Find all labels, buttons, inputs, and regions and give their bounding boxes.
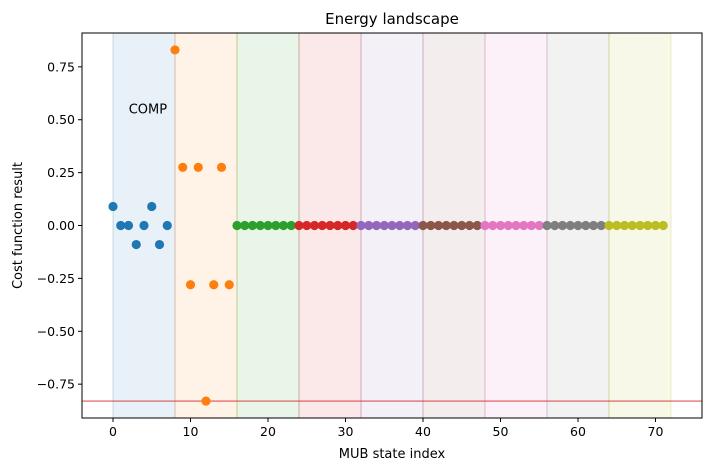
group-2-point — [286, 220, 296, 231]
group-3-point — [333, 220, 343, 231]
group-5-point — [449, 220, 459, 231]
group-8-point — [635, 220, 645, 231]
group-2-point — [271, 220, 281, 231]
x-tick-label: 60 — [570, 424, 586, 439]
group-6-point — [503, 220, 513, 231]
group-0-point — [162, 220, 172, 231]
group-8-point — [612, 220, 622, 231]
y-tick-label: −0.50 — [37, 324, 75, 339]
group-4-point — [410, 220, 420, 231]
group-7-point — [573, 220, 583, 231]
y-tick-label: 0.50 — [47, 112, 75, 127]
group-3-point — [348, 220, 358, 231]
group-8-point — [658, 220, 668, 231]
group-5-point — [426, 220, 436, 231]
group-8-point — [619, 220, 630, 231]
group-6-point — [511, 220, 521, 231]
x-tick-label: 50 — [493, 424, 509, 439]
group-2-point — [255, 220, 265, 231]
group-7-point — [588, 220, 599, 231]
comp-annotation: COMP — [129, 102, 168, 117]
group-1-point — [170, 45, 180, 55]
y-axis-label: Cost function result — [11, 162, 26, 289]
data-points — [108, 45, 668, 406]
group-7-point — [550, 220, 560, 231]
group-4-point — [371, 220, 382, 231]
group-0-point — [147, 201, 157, 212]
x-tick-label: 10 — [183, 424, 199, 439]
group-4-point — [364, 220, 374, 231]
band-1 — [174, 32, 238, 419]
group-5-point — [457, 220, 467, 231]
group-0-point — [139, 220, 149, 231]
group-3-point — [302, 220, 312, 231]
x-tick-label: 20 — [260, 424, 276, 439]
group-6-point — [519, 220, 529, 231]
group-4-point — [402, 220, 413, 231]
group-7-point — [565, 220, 575, 231]
group-8-point — [643, 220, 653, 231]
y-tick-label: −0.75 — [37, 377, 75, 392]
y-tick-label: 0.25 — [47, 165, 75, 180]
group-6-point — [480, 220, 490, 231]
y-tick-label: −0.25 — [37, 271, 75, 286]
group-2-point — [247, 220, 258, 231]
group-1-point — [178, 162, 188, 172]
group-3-point — [294, 220, 304, 231]
group-1-point — [185, 280, 196, 290]
x-tick-label: 30 — [338, 424, 354, 439]
y-tick-label: 0.00 — [47, 218, 75, 233]
group-4-point — [356, 220, 366, 231]
group-5-point — [433, 220, 444, 231]
group-5-point — [464, 220, 475, 231]
group-1-point — [224, 280, 234, 290]
x-axis-label: MUB state index — [339, 447, 446, 462]
chart-title: Energy landscape — [325, 10, 459, 28]
group-5-point — [472, 220, 482, 231]
group-7-point — [557, 220, 568, 231]
group-0-point — [154, 239, 165, 250]
x-tick-label: 40 — [415, 424, 431, 439]
group-1-point — [193, 162, 203, 172]
group-1-point — [209, 280, 219, 290]
group-8-point — [650, 220, 661, 231]
group-5-point — [418, 220, 428, 231]
group-4-point — [379, 220, 389, 231]
y-axis-ticks: −0.75 −0.50 −0.25 0.00 0.25 0.50 0.75 — [37, 59, 82, 392]
group-2-point — [232, 220, 242, 231]
group-4-point — [395, 220, 405, 231]
x-tick-label: 70 — [648, 424, 664, 439]
group-6-point — [495, 220, 506, 231]
group-0-point — [131, 239, 141, 250]
group-0-point — [123, 220, 134, 231]
group-3-point — [340, 220, 351, 231]
group-2-point — [263, 220, 273, 231]
group-7-point — [581, 220, 591, 231]
group-1-point — [201, 396, 211, 406]
group-7-point — [596, 220, 606, 231]
group-1-point — [216, 162, 227, 172]
group-8-point — [627, 220, 637, 231]
x-tick-label: 0 — [109, 424, 117, 439]
group-3-point — [325, 220, 335, 231]
group-5-point — [441, 220, 451, 231]
x-axis-ticks: 0 10 20 30 40 50 60 70 — [109, 418, 663, 439]
group-4-point — [387, 220, 397, 231]
group-0-point — [116, 220, 126, 231]
group-6-point — [534, 220, 544, 231]
group-2-point — [240, 220, 250, 231]
group-7-point — [542, 220, 552, 231]
group-3-point — [309, 220, 320, 231]
group-6-point — [526, 220, 537, 231]
group-3-point — [317, 220, 327, 231]
group-6-point — [488, 220, 498, 231]
y-tick-label: 0.75 — [47, 59, 75, 74]
group-2-point — [278, 220, 289, 231]
group-0-point — [108, 201, 118, 212]
group-8-point — [604, 220, 614, 231]
